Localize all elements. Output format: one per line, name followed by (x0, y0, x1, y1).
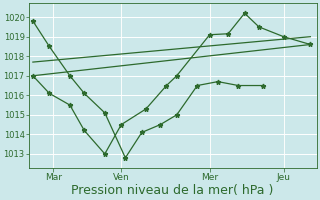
X-axis label: Pression niveau de la mer( hPa ): Pression niveau de la mer( hPa ) (71, 184, 274, 197)
